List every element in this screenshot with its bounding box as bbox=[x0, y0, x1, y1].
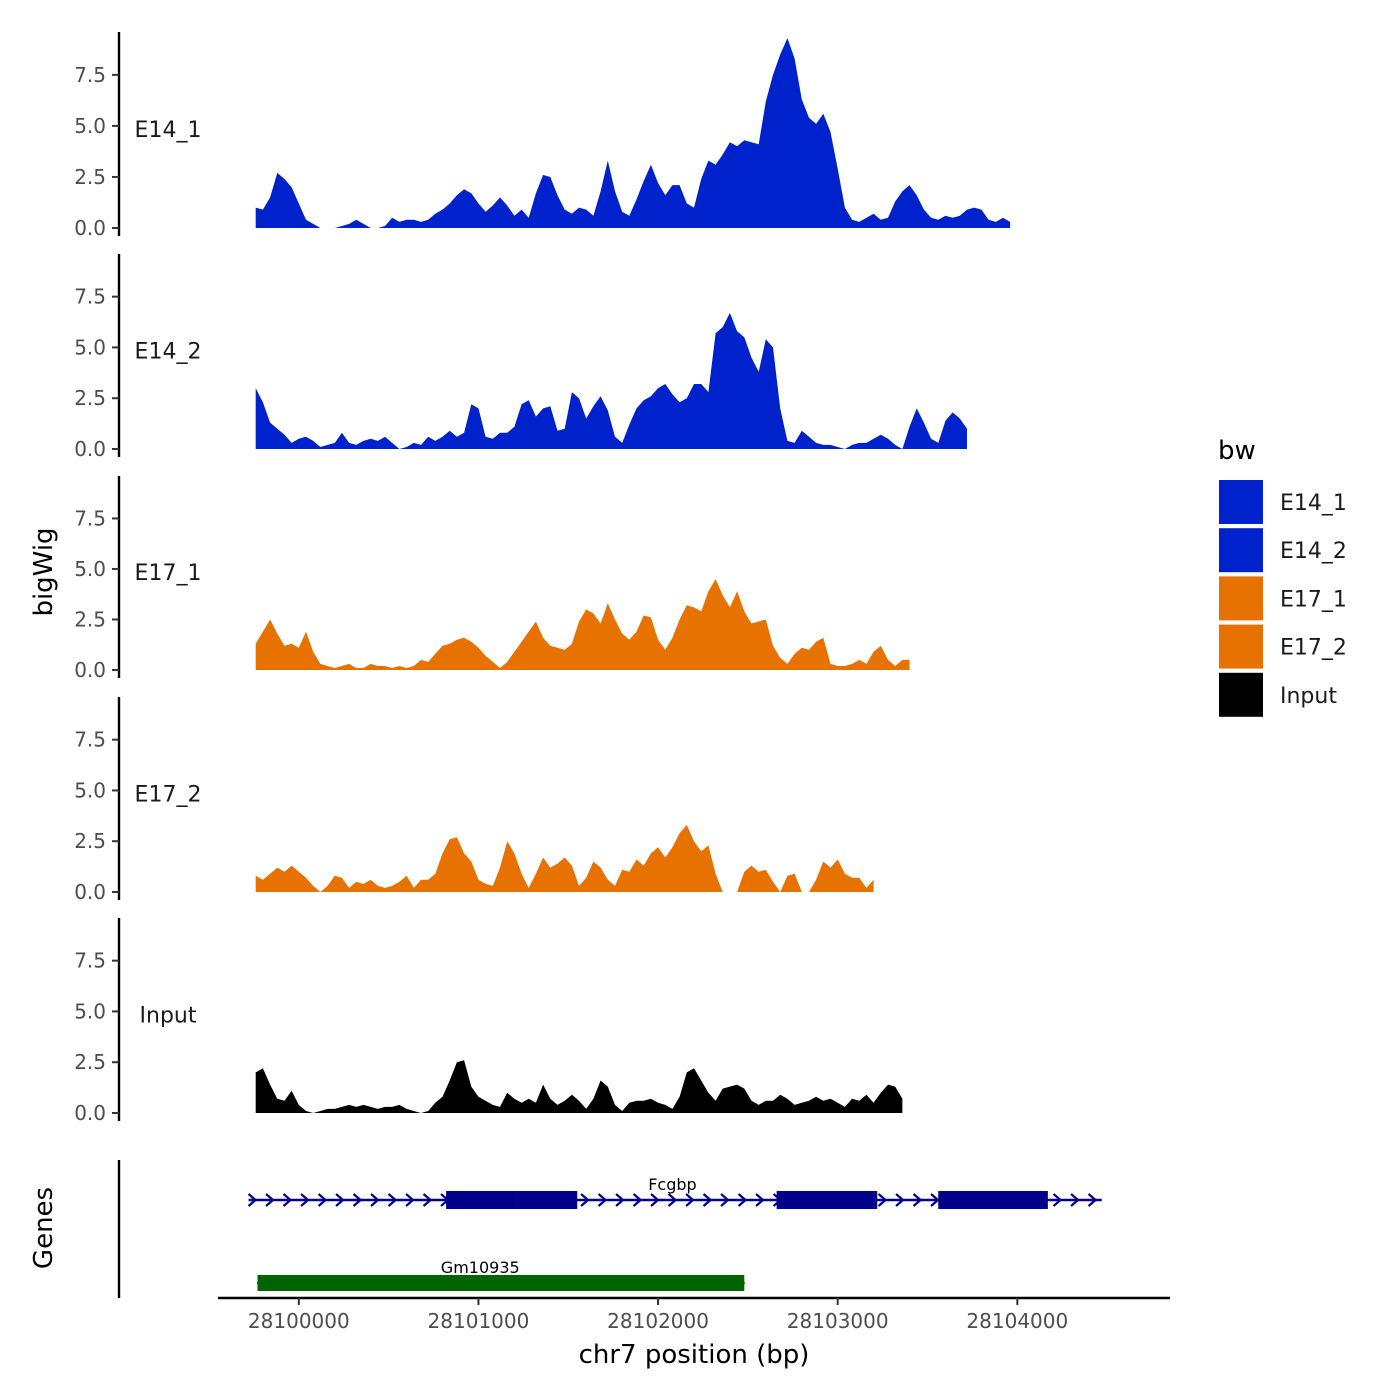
strand-arrow bbox=[387, 1193, 398, 1207]
legend-swatch-E14_2 bbox=[1219, 528, 1263, 573]
y-tick-label: 5.0 bbox=[74, 999, 106, 1023]
strand-arrow bbox=[422, 1193, 433, 1207]
y-tick-label: 2.5 bbox=[74, 165, 106, 189]
legend-swatch-E17_2 bbox=[1219, 624, 1263, 669]
x-axis-title: chr7 position (bp) bbox=[579, 1340, 810, 1370]
y-tick-label: 7.5 bbox=[74, 63, 106, 87]
strand-arrow bbox=[877, 1193, 888, 1207]
x-tick-label: 28100000 bbox=[248, 1309, 350, 1333]
strand-arrow bbox=[912, 1193, 923, 1207]
strand-arrow bbox=[1052, 1193, 1063, 1207]
y-tick-label: 7.5 bbox=[74, 285, 106, 309]
strand-arrow bbox=[720, 1193, 730, 1207]
x-tick-label: 28104000 bbox=[966, 1309, 1068, 1333]
strand-arrow bbox=[580, 1193, 590, 1207]
y-tick-label: 5.0 bbox=[74, 114, 106, 138]
y-tick-label: 2.5 bbox=[74, 1050, 106, 1074]
strand-arrow bbox=[282, 1193, 293, 1207]
series-area-E17_2 bbox=[255, 825, 874, 892]
y-tick-label: 2.5 bbox=[74, 829, 106, 853]
gene-label-Gm10935: Gm10935 bbox=[441, 1258, 520, 1277]
legend-label-E14_1: E14_1 bbox=[1280, 491, 1347, 516]
legend-swatch-Input bbox=[1219, 672, 1263, 717]
legend-label-Input: Input bbox=[1280, 684, 1337, 709]
y-axis-title: bigWig bbox=[29, 527, 59, 616]
legend-title: bw bbox=[1218, 436, 1256, 466]
series-area-E14_2 bbox=[255, 312, 967, 449]
strand-arrow bbox=[685, 1193, 695, 1207]
y-tick-label: 0.0 bbox=[74, 1101, 106, 1125]
exon-block-Fcgbp bbox=[517, 1191, 578, 1209]
strand-arrow bbox=[615, 1193, 625, 1207]
track-label-Input: Input bbox=[140, 1004, 197, 1029]
strand-arrow bbox=[895, 1193, 905, 1207]
y-tick-label: 2.5 bbox=[74, 386, 106, 410]
y-tick-label: 2.5 bbox=[74, 607, 106, 631]
strand-arrow bbox=[755, 1193, 765, 1207]
legend-swatch-E14_1 bbox=[1219, 480, 1263, 524]
y-tick-label: 5.0 bbox=[74, 557, 106, 581]
track-label-E14_2: E14_2 bbox=[135, 340, 202, 365]
gene-label-Fcgbp: Fcgbp bbox=[648, 1175, 696, 1194]
x-tick-label: 28103000 bbox=[787, 1309, 889, 1333]
exon-block-Fcgbp bbox=[446, 1191, 518, 1209]
exon-block-Fcgbp bbox=[938, 1191, 1048, 1209]
series-area-E17_1 bbox=[255, 579, 910, 670]
track-label-E17_1: E17_1 bbox=[135, 561, 202, 586]
strand-arrow bbox=[370, 1193, 380, 1207]
strand-arrow bbox=[335, 1193, 345, 1207]
strand-arrow bbox=[300, 1193, 310, 1207]
strand-arrow bbox=[737, 1193, 748, 1207]
y-tick-label: 7.5 bbox=[74, 949, 106, 973]
strand-arrow bbox=[930, 1193, 940, 1207]
y-tick-label: 7.5 bbox=[74, 506, 106, 530]
strand-arrow bbox=[650, 1193, 660, 1207]
strand-arrow bbox=[1087, 1193, 1098, 1207]
legend-label-E17_1: E17_1 bbox=[1280, 587, 1347, 612]
strand-arrow bbox=[597, 1193, 608, 1207]
strand-arrow bbox=[352, 1193, 363, 1207]
strand-arrow bbox=[247, 1193, 258, 1207]
genes-track-title: Genes bbox=[29, 1187, 59, 1269]
y-tick-label: 5.0 bbox=[74, 778, 106, 802]
track-label-E17_2: E17_2 bbox=[135, 783, 202, 808]
exon-block-Gm10935 bbox=[257, 1275, 745, 1291]
y-tick-label: 0.0 bbox=[74, 437, 106, 461]
strand-arrow bbox=[265, 1193, 275, 1207]
x-tick-label: 28102000 bbox=[607, 1309, 709, 1333]
x-tick-label: 28101000 bbox=[428, 1309, 530, 1333]
strand-arrow bbox=[317, 1193, 328, 1207]
strand-arrow bbox=[632, 1193, 643, 1207]
strand-arrow bbox=[405, 1193, 415, 1207]
strand-arrow bbox=[702, 1193, 713, 1207]
exon-block-Fcgbp bbox=[776, 1191, 878, 1209]
y-tick-label: 0.0 bbox=[74, 216, 106, 240]
legend-swatch-E17_1 bbox=[1219, 576, 1263, 621]
y-tick-label: 0.0 bbox=[74, 880, 106, 904]
track-label-E14_1: E14_1 bbox=[135, 118, 202, 143]
strand-arrow bbox=[667, 1193, 678, 1207]
legend-label-E17_2: E17_2 bbox=[1280, 636, 1347, 661]
y-tick-label: 0.0 bbox=[74, 658, 106, 682]
strand-arrow bbox=[1070, 1193, 1080, 1207]
series-area-Input bbox=[255, 1060, 903, 1113]
series-area-E14_1 bbox=[255, 38, 1011, 228]
y-tick-label: 7.5 bbox=[74, 728, 106, 752]
legend-label-E14_2: E14_2 bbox=[1280, 539, 1347, 564]
y-tick-label: 5.0 bbox=[74, 335, 106, 359]
